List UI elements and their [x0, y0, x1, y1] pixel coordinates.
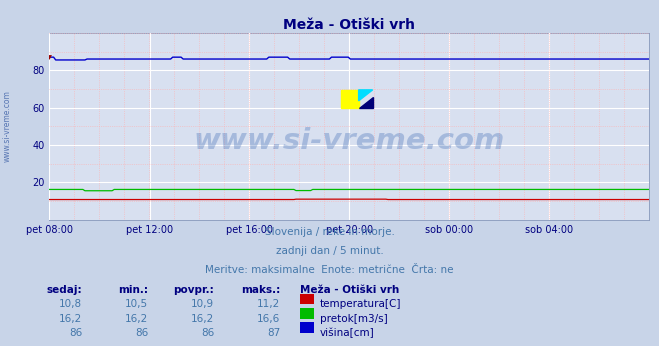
Text: min.:: min.: [118, 285, 148, 295]
Text: 11,2: 11,2 [257, 299, 280, 309]
Text: 86: 86 [201, 328, 214, 338]
Text: www.si-vreme.com: www.si-vreme.com [194, 127, 505, 155]
Title: Meža - Otiški vrh: Meža - Otiški vrh [283, 18, 415, 32]
Text: zadnji dan / 5 minut.: zadnji dan / 5 minut. [275, 246, 384, 256]
Text: www.si-vreme.com: www.si-vreme.com [3, 90, 12, 162]
Text: 16,2: 16,2 [59, 314, 82, 324]
Text: pretok[m3/s]: pretok[m3/s] [320, 314, 387, 324]
Text: Meritve: maksimalne  Enote: metrične  Črta: ne: Meritve: maksimalne Enote: metrične Črta… [205, 265, 454, 275]
Polygon shape [358, 97, 372, 108]
Polygon shape [358, 90, 372, 101]
Text: 16,2: 16,2 [191, 314, 214, 324]
Bar [341, 90, 358, 108]
Text: 10,5: 10,5 [125, 299, 148, 309]
Text: Meža - Otiški vrh: Meža - Otiški vrh [300, 285, 399, 295]
Text: 16,6: 16,6 [257, 314, 280, 324]
Text: višina[cm]: višina[cm] [320, 328, 374, 338]
Text: temperatura[C]: temperatura[C] [320, 299, 401, 309]
Text: povpr.:: povpr.: [173, 285, 214, 295]
Text: maks.:: maks.: [241, 285, 280, 295]
Text: sedaj:: sedaj: [47, 285, 82, 295]
Text: 16,2: 16,2 [125, 314, 148, 324]
Text: 87: 87 [267, 328, 280, 338]
Text: Slovenija / reke in morje.: Slovenija / reke in morje. [264, 227, 395, 237]
Text: 86: 86 [69, 328, 82, 338]
Text: 10,9: 10,9 [191, 299, 214, 309]
Text: 10,8: 10,8 [59, 299, 82, 309]
Text: 86: 86 [135, 328, 148, 338]
